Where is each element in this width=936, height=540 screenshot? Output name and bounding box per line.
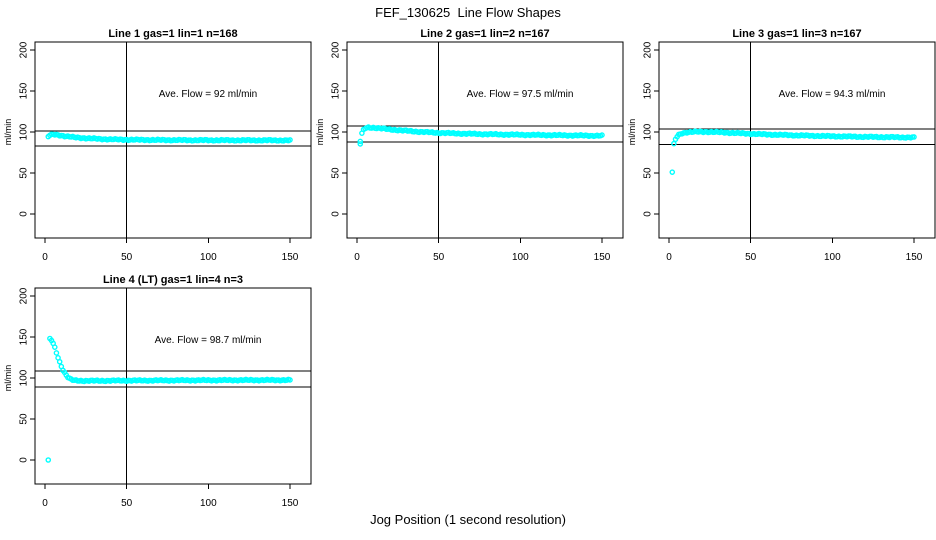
flow-chart-svg: Line 3 gas=1 lin=3 n=167 0 50 100 150 200 ml/m… <box>627 28 936 263</box>
x-axis: 0 50 100 150 <box>666 238 923 263</box>
ave-flow-label: Ave. Flow = 97.5 ml/min <box>467 89 574 100</box>
plot-box <box>34 287 312 485</box>
plot-box <box>346 41 624 239</box>
svg-text:150: 150 <box>906 252 923 263</box>
ref-lines <box>347 42 623 238</box>
svg-text:100: 100 <box>331 123 342 140</box>
x-axis-label: Jog Position (1 second resolution) <box>370 512 566 527</box>
ave-flow-label: Ave. Flow = 92 ml/min <box>159 89 257 100</box>
svg-text:150: 150 <box>282 498 299 509</box>
panel-line-4: Line 4 (LT) gas=1 lin=4 n=3 0 50 100 150 200 m… <box>0 272 312 518</box>
y-axis-title: ml/min <box>315 119 325 146</box>
flow-chart-svg: Line 4 (LT) gas=1 lin=4 n=3 0 50 100 150 200 m… <box>3 274 312 509</box>
svg-text:50: 50 <box>643 167 654 179</box>
svg-text:0: 0 <box>666 252 672 263</box>
flow-points <box>45 131 293 144</box>
ref-lines <box>35 288 311 484</box>
panel-line-3: Line 3 gas=1 lin=3 n=167 0 50 100 150 200 ml/m… <box>624 26 936 272</box>
x-axis: 0 50 100 150 <box>354 238 611 263</box>
flow-points <box>357 124 605 147</box>
svg-text:100: 100 <box>512 252 529 263</box>
plot-box <box>34 41 312 239</box>
y-axis-title: ml/min <box>627 119 637 146</box>
x-axis: 0 50 100 150 <box>42 484 299 509</box>
x-axis: 0 50 100 150 <box>42 238 299 263</box>
svg-text:200: 200 <box>19 41 30 58</box>
svg-text:50: 50 <box>331 167 342 179</box>
svg-text:50: 50 <box>19 167 30 179</box>
svg-text:0: 0 <box>19 457 30 463</box>
svg-text:50: 50 <box>121 498 133 509</box>
svg-text:200: 200 <box>643 41 654 58</box>
panel-title: Line 4 (LT) gas=1 lin=4 n=3 <box>103 274 243 286</box>
ref-lines <box>659 42 935 238</box>
panel-title: Line 1 gas=1 lin=1 n=168 <box>108 28 237 40</box>
ave-flow-label: Ave. Flow = 94.3 ml/min <box>779 89 886 100</box>
y-axis: 0 50 100 150 200 <box>19 41 35 217</box>
y-axis: 0 50 100 150 200 <box>19 287 35 463</box>
panel-line-2: Line 2 gas=1 lin=2 n=167 0 50 100 150 200 ml/m… <box>312 26 624 272</box>
panel-title: Line 3 gas=1 lin=3 n=167 <box>732 28 861 40</box>
flow-chart-svg: Line 1 gas=1 lin=1 n=168 0 50 100 150 200 ml/m… <box>3 28 312 263</box>
svg-text:100: 100 <box>19 123 30 140</box>
flow-chart-svg: Line 2 gas=1 lin=2 n=167 0 50 100 150 200 ml/m… <box>315 28 624 263</box>
figure-title: FEF_130625 Line Flow Shapes <box>375 5 561 20</box>
svg-text:150: 150 <box>19 328 30 345</box>
svg-text:50: 50 <box>121 252 133 263</box>
panel-title: Line 2 gas=1 lin=2 n=167 <box>420 28 549 40</box>
svg-text:150: 150 <box>594 252 611 263</box>
svg-text:100: 100 <box>824 252 841 263</box>
svg-text:100: 100 <box>200 498 217 509</box>
svg-text:50: 50 <box>745 252 757 263</box>
svg-text:0: 0 <box>643 211 654 217</box>
flow-points <box>45 335 293 463</box>
flow-points <box>669 128 917 175</box>
svg-text:0: 0 <box>42 252 48 263</box>
svg-text:200: 200 <box>19 287 30 304</box>
svg-text:150: 150 <box>643 82 654 99</box>
svg-text:100: 100 <box>200 252 217 263</box>
svg-text:0: 0 <box>42 498 48 509</box>
svg-text:150: 150 <box>282 252 299 263</box>
ave-flow-label: Ave. Flow = 98.7 ml/min <box>155 335 262 346</box>
y-axis-title: ml/min <box>3 365 13 392</box>
panel-line-1: Line 1 gas=1 lin=1 n=168 0 50 100 150 200 ml/m… <box>0 26 312 272</box>
svg-text:150: 150 <box>19 82 30 99</box>
svg-text:150: 150 <box>331 82 342 99</box>
svg-text:0: 0 <box>354 252 360 263</box>
svg-text:50: 50 <box>19 413 30 425</box>
svg-text:100: 100 <box>19 369 30 386</box>
y-axis-title: ml/min <box>3 119 13 146</box>
svg-text:200: 200 <box>331 41 342 58</box>
svg-text:0: 0 <box>331 211 342 217</box>
y-axis: 0 50 100 150 200 <box>331 41 347 217</box>
y-axis: 0 50 100 150 200 <box>643 41 659 217</box>
plot-box <box>658 41 936 239</box>
svg-text:0: 0 <box>19 211 30 217</box>
svg-text:100: 100 <box>643 123 654 140</box>
svg-text:50: 50 <box>433 252 445 263</box>
